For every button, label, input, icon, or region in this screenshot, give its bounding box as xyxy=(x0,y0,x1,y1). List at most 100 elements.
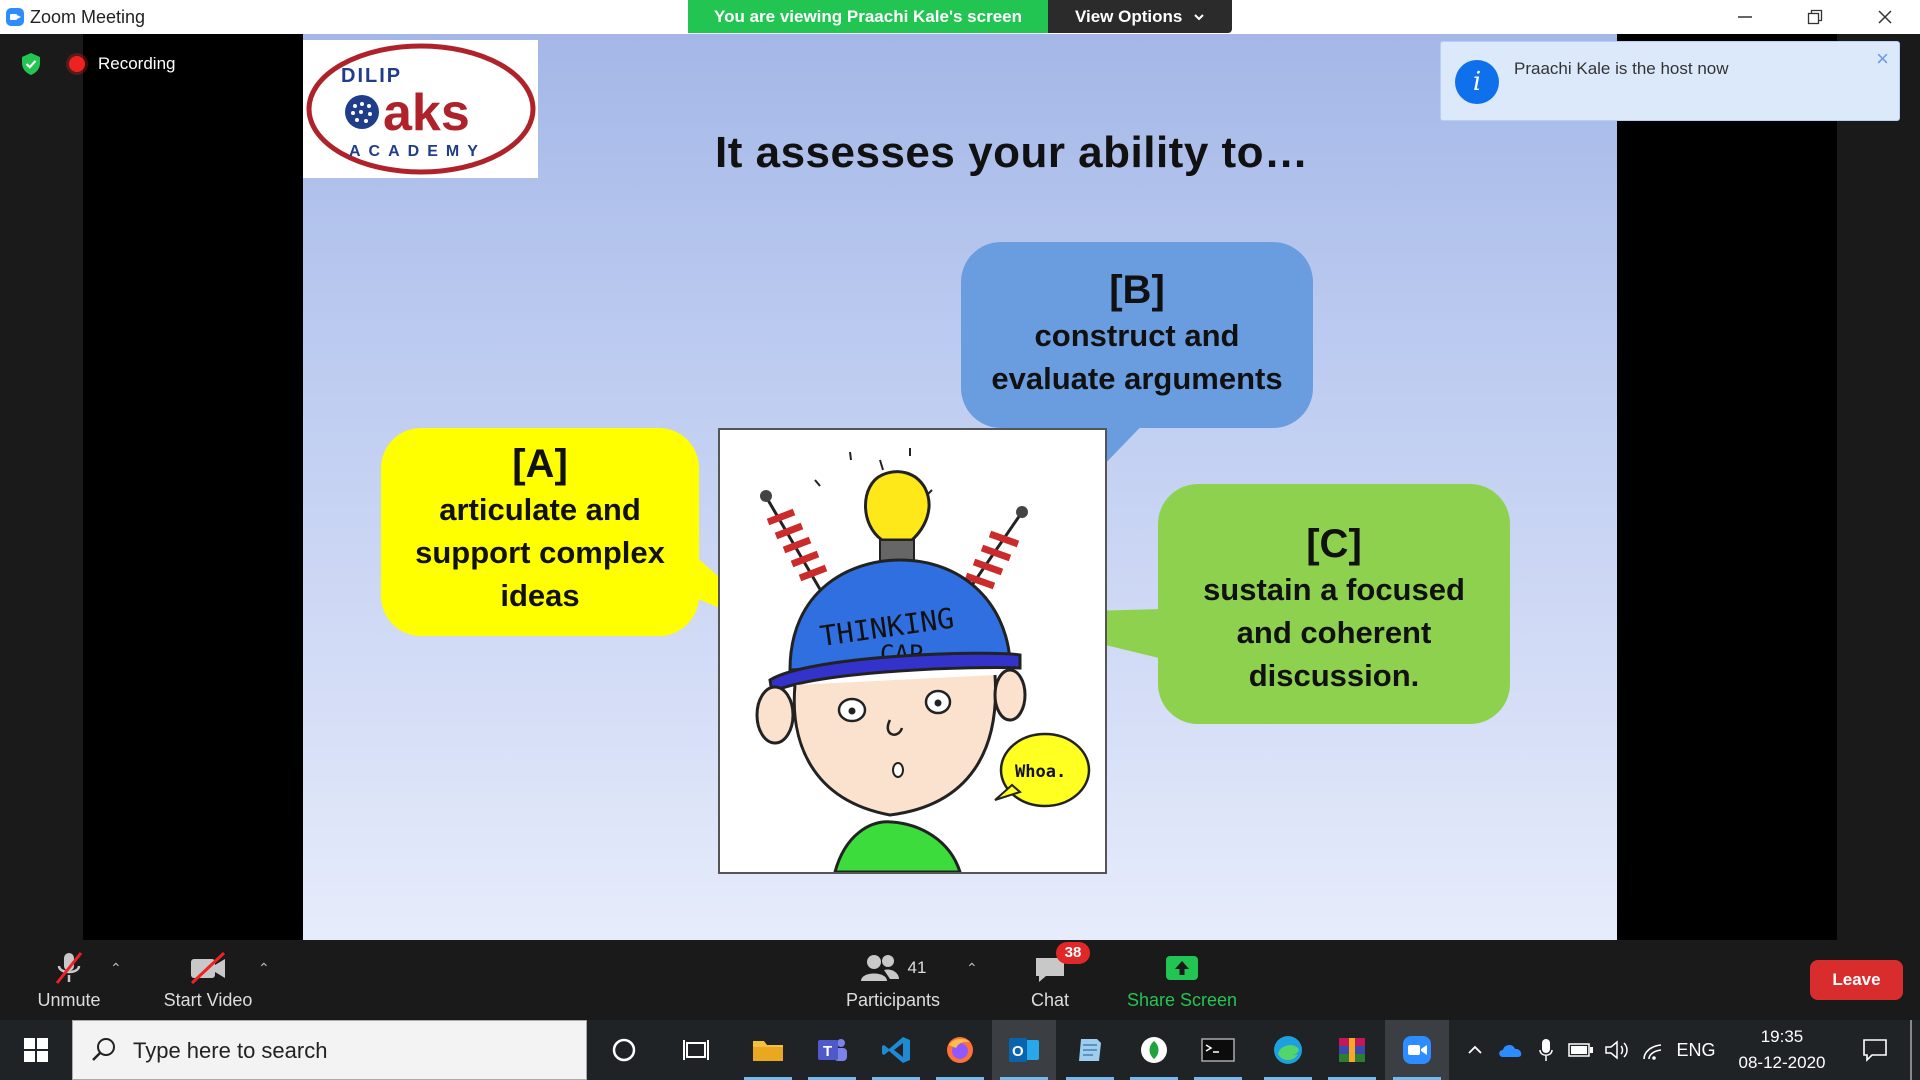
onedrive-tray[interactable] xyxy=(1494,1020,1528,1080)
audio-options-caret[interactable]: ⌃ xyxy=(110,960,122,976)
bubble-c-line1: sustain a focused xyxy=(1203,572,1465,607)
minimize-icon xyxy=(1738,16,1752,18)
search-placeholder: Type here to search xyxy=(133,1038,328,1063)
meeting-area: Recording DILIP aks ACADEMY It assesses … xyxy=(0,34,1920,940)
action-center-button[interactable] xyxy=(1850,1020,1900,1080)
thinking-cap-cartoon: THINKING CAP Whoa. xyxy=(718,428,1107,874)
chat-icon xyxy=(1036,958,1064,982)
restore-button[interactable] xyxy=(1780,0,1850,34)
participants-count: 41 xyxy=(907,958,927,977)
vscode-button[interactable] xyxy=(864,1020,928,1080)
edge-button[interactable] xyxy=(1256,1020,1320,1080)
logo-line2: aks xyxy=(383,84,470,142)
window-title: Zoom Meeting xyxy=(30,7,146,27)
view-options-button[interactable]: View Options xyxy=(1048,0,1232,33)
bubble-c-line3: discussion. xyxy=(1248,658,1420,693)
firefox-button[interactable] xyxy=(928,1020,992,1080)
viewing-banner: You are viewing Praachi Kale's screen xyxy=(688,0,1048,33)
zoom-taskbar-button[interactable] xyxy=(1385,1020,1449,1080)
svg-text:O: O xyxy=(1012,1043,1024,1060)
meeting-toolbar: Unmute ⌃ Start Video ⌃ 41 Participants ⌃… xyxy=(0,940,1920,1020)
bubble-a-label: [A] xyxy=(512,442,568,486)
notification-center-icon xyxy=(1863,1039,1887,1062)
firefox-icon xyxy=(947,1037,973,1063)
close-icon xyxy=(1878,10,1892,24)
cloud-icon xyxy=(1499,1044,1522,1057)
bubble-b-line1: construct and xyxy=(1034,318,1240,353)
participants-label: Participants xyxy=(845,990,941,1010)
clock[interactable]: 19:35 08-12-2020 xyxy=(1720,1024,1844,1076)
battery-tray[interactable] xyxy=(1564,1020,1598,1080)
bubble-b: [B] construct and evaluate arguments xyxy=(961,242,1313,428)
bubble-a: [A] articulate and support complex ideas xyxy=(381,428,699,636)
tray-overflow-button[interactable] xyxy=(1460,1020,1490,1080)
unmute-button[interactable]: Unmute xyxy=(28,940,110,1020)
bubble-a-line2: support complex xyxy=(415,535,665,570)
recording-icon xyxy=(69,56,85,72)
info-icon: i xyxy=(1455,60,1499,104)
bubble-b-label: [B] xyxy=(1109,268,1165,312)
logo-line1: DILIP xyxy=(341,65,402,87)
language-indicator[interactable]: ENG xyxy=(1676,1039,1716,1060)
title-bar: Zoom Meeting You are viewing Praachi Kal… xyxy=(0,0,1920,34)
zoom-icon xyxy=(1403,1036,1431,1064)
start-video-button[interactable]: Start Video xyxy=(158,940,258,1020)
windows-logo-icon xyxy=(24,1038,48,1062)
battery-icon xyxy=(1568,1043,1593,1057)
notification-close-button[interactable]: × xyxy=(1876,46,1889,71)
vscode-icon xyxy=(882,1037,910,1063)
bubble-c-line2: and coherent xyxy=(1236,615,1432,650)
wifi-icon xyxy=(1643,1044,1662,1060)
show-desktop-button[interactable] xyxy=(1910,1020,1912,1080)
wifi-tray[interactable] xyxy=(1636,1020,1670,1080)
participants-options-caret[interactable]: ⌃ xyxy=(966,960,978,976)
camera-off-icon xyxy=(190,951,226,985)
notepad-app-button[interactable] xyxy=(1058,1020,1122,1080)
terminal-button[interactable] xyxy=(1186,1020,1250,1080)
taskbar-search-input[interactable]: Type here to search xyxy=(72,1020,587,1080)
close-button[interactable] xyxy=(1850,0,1920,34)
slide-title: It assesses your ability to… xyxy=(715,128,1309,177)
app-leaf-icon xyxy=(1141,1037,1167,1063)
archive-icon xyxy=(1339,1038,1365,1062)
speaker-icon xyxy=(1605,1040,1628,1060)
participants-icon xyxy=(860,955,899,981)
chat-badge: 38 xyxy=(1056,942,1090,964)
green-app-button[interactable] xyxy=(1122,1020,1186,1080)
clock-date: 08-12-2020 xyxy=(1738,1053,1826,1072)
video-options-caret[interactable]: ⌃ xyxy=(258,960,270,976)
microphone-tray[interactable] xyxy=(1530,1020,1562,1080)
volume-tray[interactable] xyxy=(1600,1020,1634,1080)
start-button[interactable] xyxy=(0,1020,72,1080)
participants-button[interactable]: 41 Participants xyxy=(838,940,948,1020)
security-shield-icon[interactable] xyxy=(20,52,42,76)
chat-label: Chat xyxy=(1030,990,1070,1010)
notepad-icon xyxy=(1079,1039,1101,1061)
shared-screen-slide: DILIP aks ACADEMY It assesses your abili… xyxy=(303,34,1617,940)
zoom-logo-icon xyxy=(6,8,24,26)
bubble-b-line2: evaluate arguments xyxy=(991,361,1283,396)
task-view-icon xyxy=(683,1040,709,1060)
bubble-c: [C] sustain a focused and coherent discu… xyxy=(1158,484,1510,724)
winrar-button[interactable] xyxy=(1320,1020,1384,1080)
share-screen-button[interactable]: Share Screen xyxy=(1122,940,1242,1020)
chevron-up-icon xyxy=(1468,1045,1482,1054)
start-video-label: Start Video xyxy=(163,990,253,1010)
cortana-button[interactable] xyxy=(592,1020,656,1080)
task-view-button[interactable] xyxy=(664,1020,728,1080)
minimize-button[interactable] xyxy=(1710,0,1780,34)
recording-label: Recording xyxy=(98,54,176,73)
chat-button[interactable]: Chat xyxy=(1020,940,1080,1020)
restore-icon xyxy=(1807,9,1823,25)
unmute-label: Unmute xyxy=(37,990,101,1010)
cortana-icon xyxy=(612,1038,636,1062)
folder-icon xyxy=(753,1041,783,1061)
outlook-button[interactable]: O xyxy=(992,1020,1056,1080)
file-explorer-button[interactable] xyxy=(736,1020,800,1080)
teams-button[interactable]: T xyxy=(800,1020,864,1080)
microphone-muted-icon xyxy=(55,952,83,984)
bubble-a-line1: articulate and xyxy=(439,492,641,527)
view-options-label: View Options xyxy=(1074,7,1183,26)
leave-button[interactable]: Leave xyxy=(1810,960,1903,1000)
academy-logo: DILIP aks ACADEMY xyxy=(303,40,538,178)
